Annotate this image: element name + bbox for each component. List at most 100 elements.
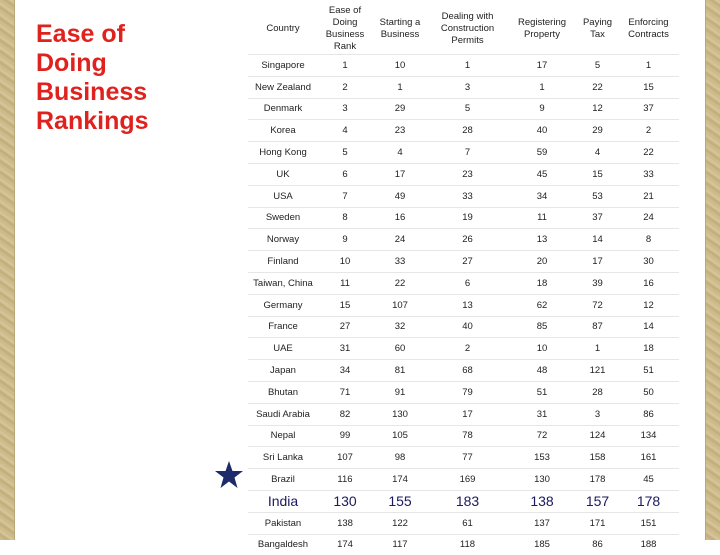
rank-cell: 40 bbox=[428, 316, 507, 338]
rank-cell: 62 bbox=[507, 294, 577, 316]
country-cell: Sweden bbox=[248, 207, 318, 229]
rank-cell: 155 bbox=[372, 490, 428, 512]
country-cell: Bhutan bbox=[248, 381, 318, 403]
rank-cell: 151 bbox=[618, 512, 679, 534]
rank-cell: 28 bbox=[577, 381, 618, 403]
rank-cell: 18 bbox=[507, 272, 577, 294]
rank-cell: 23 bbox=[428, 163, 507, 185]
rank-cell: 183 bbox=[428, 490, 507, 512]
rank-cell: 4 bbox=[372, 142, 428, 164]
rank-cell: 130 bbox=[372, 403, 428, 425]
country-cell: UAE bbox=[248, 338, 318, 360]
rank-cell: 12 bbox=[577, 98, 618, 120]
rank-cell: 86 bbox=[618, 403, 679, 425]
country-cell: Norway bbox=[248, 229, 318, 251]
rank-cell: 121 bbox=[577, 360, 618, 382]
rank-cell: 7 bbox=[318, 185, 372, 207]
rank-cell: 24 bbox=[618, 207, 679, 229]
rank-cell: 40 bbox=[507, 120, 577, 142]
rank-cell: 174 bbox=[372, 469, 428, 491]
rank-cell: 78 bbox=[428, 425, 507, 447]
rank-cell: 157 bbox=[577, 490, 618, 512]
rank-cell: 24 bbox=[372, 229, 428, 251]
column-header: Registering Property bbox=[507, 4, 577, 55]
rank-cell: 31 bbox=[318, 338, 372, 360]
rank-cell: 116 bbox=[318, 469, 372, 491]
rank-cell: 10 bbox=[372, 55, 428, 77]
rank-cell: 98 bbox=[372, 447, 428, 469]
rank-cell: 2 bbox=[318, 76, 372, 98]
rank-cell: 51 bbox=[507, 381, 577, 403]
rank-cell: 22 bbox=[577, 76, 618, 98]
rank-cell: 33 bbox=[372, 251, 428, 273]
rank-cell: 26 bbox=[428, 229, 507, 251]
column-header: Ease of Doing Business Rank bbox=[318, 4, 372, 55]
country-cell: Bangaldesh bbox=[248, 534, 318, 555]
rank-cell: 14 bbox=[618, 316, 679, 338]
rank-cell: 1 bbox=[372, 76, 428, 98]
rank-cell: 33 bbox=[618, 163, 679, 185]
rank-cell: 60 bbox=[372, 338, 428, 360]
column-header: Starting a Business bbox=[372, 4, 428, 55]
rank-cell: 34 bbox=[318, 360, 372, 382]
country-cell: Sri Lanka bbox=[248, 447, 318, 469]
rank-cell: 130 bbox=[318, 490, 372, 512]
rank-cell: 37 bbox=[618, 98, 679, 120]
rank-cell: 37 bbox=[577, 207, 618, 229]
rank-cell: 15 bbox=[577, 163, 618, 185]
rank-cell: 11 bbox=[507, 207, 577, 229]
rank-cell: 71 bbox=[318, 381, 372, 403]
rank-cell: 118 bbox=[428, 534, 507, 555]
rank-cell: 23 bbox=[372, 120, 428, 142]
column-header: Dealing with Construction Permits bbox=[428, 4, 507, 55]
rank-cell: 31 bbox=[507, 403, 577, 425]
country-cell: France bbox=[248, 316, 318, 338]
rank-cell: 138 bbox=[507, 490, 577, 512]
country-cell: New Zealand bbox=[248, 76, 318, 98]
rank-cell: 91 bbox=[372, 381, 428, 403]
rank-cell: 3 bbox=[577, 403, 618, 425]
rank-cell: 59 bbox=[507, 142, 577, 164]
right-border bbox=[705, 0, 720, 540]
rank-cell: 188 bbox=[618, 534, 679, 555]
rank-cell: 9 bbox=[318, 229, 372, 251]
rank-cell: 11 bbox=[318, 272, 372, 294]
rank-cell: 82 bbox=[318, 403, 372, 425]
rank-cell: 178 bbox=[577, 469, 618, 491]
rank-cell: 8 bbox=[618, 229, 679, 251]
rank-cell: 85 bbox=[507, 316, 577, 338]
rank-cell: 137 bbox=[507, 512, 577, 534]
rank-cell: 158 bbox=[577, 447, 618, 469]
rank-cell: 29 bbox=[372, 98, 428, 120]
rank-cell: 5 bbox=[428, 98, 507, 120]
country-cell: Nepal bbox=[248, 425, 318, 447]
rank-cell: 178 bbox=[618, 490, 679, 512]
rank-cell: 13 bbox=[428, 294, 507, 316]
rank-cell: 174 bbox=[318, 534, 372, 555]
rank-cell: 45 bbox=[618, 469, 679, 491]
rank-cell: 124 bbox=[577, 425, 618, 447]
rank-cell: 153 bbox=[507, 447, 577, 469]
rank-cell: 8 bbox=[318, 207, 372, 229]
rank-cell: 72 bbox=[577, 294, 618, 316]
rank-cell: 17 bbox=[428, 403, 507, 425]
rank-cell: 22 bbox=[618, 142, 679, 164]
rank-cell: 107 bbox=[372, 294, 428, 316]
rank-cell: 49 bbox=[372, 185, 428, 207]
rank-cell: 87 bbox=[577, 316, 618, 338]
rank-cell: 4 bbox=[577, 142, 618, 164]
rank-cell: 27 bbox=[428, 251, 507, 273]
rank-cell: 1 bbox=[428, 55, 507, 77]
